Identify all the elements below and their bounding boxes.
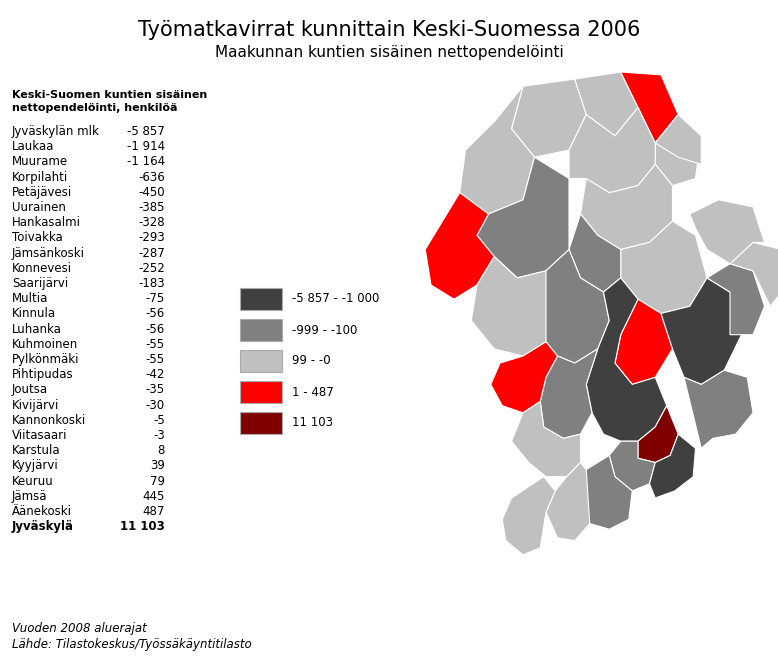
Polygon shape	[546, 462, 590, 541]
Polygon shape	[580, 164, 672, 249]
Bar	[240, 381, 282, 403]
Text: -450: -450	[138, 186, 165, 199]
Polygon shape	[511, 402, 580, 477]
Text: Laukaa: Laukaa	[12, 140, 54, 153]
Text: Karstula: Karstula	[12, 444, 61, 458]
Text: Hankasalmi: Hankasalmi	[12, 216, 81, 229]
Text: -5 857 - -1 000: -5 857 - -1 000	[292, 293, 380, 305]
Polygon shape	[621, 72, 678, 143]
Text: -1 914: -1 914	[127, 140, 165, 153]
Text: Keski-Suomen kuntien sisäinen
nettopendelöinti, henkilöä: Keski-Suomen kuntien sisäinen nettopende…	[12, 90, 207, 113]
Text: 445: 445	[142, 490, 165, 503]
Bar	[240, 288, 282, 310]
Text: Petäjävesi: Petäjävesi	[12, 186, 72, 199]
Text: Toivakka: Toivakka	[12, 231, 63, 245]
Text: Lähde: Tilastokeskus/Työssäkäyntitilasto: Lähde: Tilastokeskus/Työssäkäyntitilasto	[12, 638, 252, 651]
Text: Jyväskylän mlk: Jyväskylän mlk	[12, 125, 100, 138]
Text: -183: -183	[138, 277, 165, 290]
Text: -385: -385	[138, 201, 165, 214]
Text: -636: -636	[138, 171, 165, 184]
Text: Jämsänkoski: Jämsänkoski	[12, 247, 85, 259]
Text: 487: 487	[142, 505, 165, 518]
Text: -287: -287	[138, 247, 165, 259]
Polygon shape	[638, 406, 678, 462]
Text: -56: -56	[145, 307, 165, 321]
Text: -55: -55	[145, 353, 165, 366]
Text: Multia: Multia	[12, 292, 48, 305]
Polygon shape	[587, 278, 667, 441]
Text: Pihtipudas: Pihtipudas	[12, 368, 74, 381]
Polygon shape	[661, 278, 741, 384]
Text: -75: -75	[145, 292, 165, 305]
Text: -293: -293	[138, 231, 165, 245]
Polygon shape	[650, 434, 696, 498]
Text: Muurame: Muurame	[12, 156, 68, 168]
Text: -30: -30	[145, 398, 165, 412]
Text: -999 - -100: -999 - -100	[292, 323, 357, 336]
Text: Konnevesi: Konnevesi	[12, 262, 72, 275]
Text: Kyyjärvi: Kyyjärvi	[12, 460, 59, 472]
Text: Maakunnan kuntien sisäinen nettopendelöinti: Maakunnan kuntien sisäinen nettopendelöi…	[215, 45, 563, 59]
Text: -55: -55	[145, 338, 165, 351]
Polygon shape	[477, 157, 569, 278]
Text: Keuruu: Keuruu	[12, 475, 54, 487]
Text: Joutsa: Joutsa	[12, 384, 48, 396]
Text: 79: 79	[150, 475, 165, 487]
Text: Korpilahti: Korpilahti	[12, 171, 68, 184]
Bar	[240, 350, 282, 372]
Text: 11 103: 11 103	[121, 520, 165, 533]
Polygon shape	[503, 477, 555, 555]
Text: Luhanka: Luhanka	[12, 323, 62, 336]
Polygon shape	[707, 264, 765, 334]
Bar	[240, 412, 282, 434]
Text: Saarijärvi: Saarijärvi	[12, 277, 68, 290]
Text: 39: 39	[150, 460, 165, 472]
Text: Vuoden 2008 aluerajat: Vuoden 2008 aluerajat	[12, 622, 147, 635]
Text: Kinnula: Kinnula	[12, 307, 56, 321]
Bar	[240, 319, 282, 341]
Text: Viitasaari: Viitasaari	[12, 429, 68, 442]
Polygon shape	[569, 214, 621, 292]
Text: -5: -5	[153, 414, 165, 427]
Text: Äänekoski: Äänekoski	[12, 505, 72, 518]
Text: -5 857: -5 857	[128, 125, 165, 138]
Text: -35: -35	[145, 384, 165, 396]
Polygon shape	[575, 72, 638, 136]
Text: 1 - 487: 1 - 487	[292, 386, 334, 398]
Text: Jämsä: Jämsä	[12, 490, 47, 503]
Polygon shape	[684, 370, 753, 448]
Polygon shape	[580, 456, 633, 529]
Text: Uurainen: Uurainen	[12, 201, 66, 214]
Text: Pylkönmäki: Pylkönmäki	[12, 353, 79, 366]
Polygon shape	[690, 200, 765, 264]
Text: 99 - -0: 99 - -0	[292, 354, 331, 368]
Polygon shape	[730, 243, 778, 307]
Text: Kivijärvi: Kivijärvi	[12, 398, 59, 412]
Polygon shape	[546, 249, 609, 363]
Polygon shape	[540, 349, 598, 438]
Polygon shape	[511, 79, 587, 157]
Text: 8: 8	[158, 444, 165, 458]
Text: -252: -252	[138, 262, 165, 275]
Text: -3: -3	[153, 429, 165, 442]
Polygon shape	[460, 86, 534, 214]
Text: -328: -328	[138, 216, 165, 229]
Polygon shape	[655, 114, 701, 164]
Polygon shape	[569, 108, 655, 193]
Text: Työmatkavirrat kunnittain Keski-Suomessa 2006: Työmatkavirrat kunnittain Keski-Suomessa…	[138, 20, 640, 40]
Text: -42: -42	[145, 368, 165, 381]
Polygon shape	[655, 114, 701, 186]
Polygon shape	[621, 221, 707, 313]
Text: -1 164: -1 164	[127, 156, 165, 168]
Text: Kuhmoinen: Kuhmoinen	[12, 338, 79, 351]
Text: Jyväskylä: Jyväskylä	[12, 520, 74, 533]
Polygon shape	[491, 342, 558, 413]
Polygon shape	[615, 299, 672, 384]
Polygon shape	[426, 193, 494, 299]
Text: 11 103: 11 103	[292, 416, 333, 430]
Polygon shape	[471, 257, 558, 356]
Text: Kannonkoski: Kannonkoski	[12, 414, 86, 427]
Text: -56: -56	[145, 323, 165, 336]
Polygon shape	[609, 441, 655, 491]
